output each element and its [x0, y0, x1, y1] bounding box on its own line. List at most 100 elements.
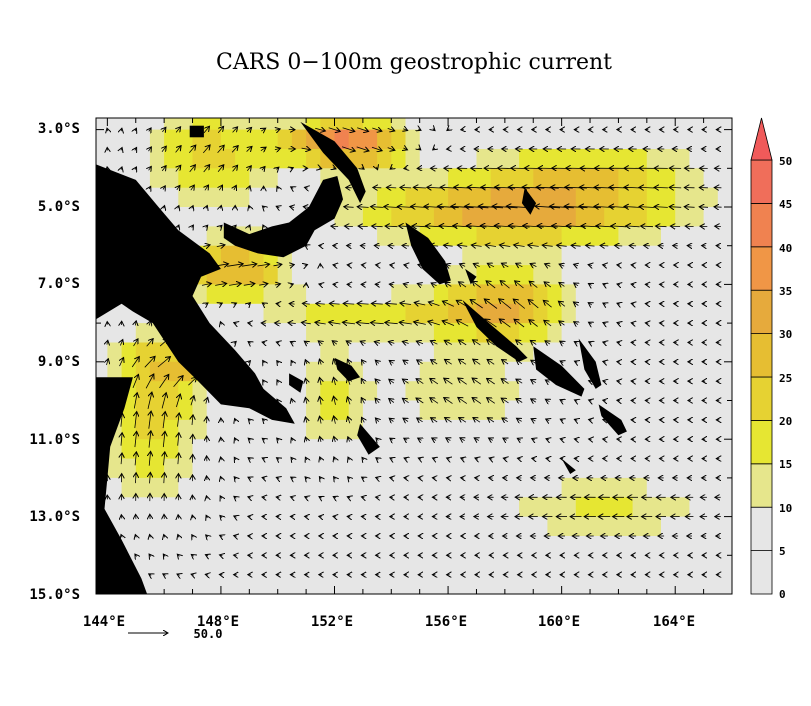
speed-cell [419, 477, 435, 498]
speed-cell [164, 516, 179, 537]
speed-cell [547, 477, 563, 498]
current-vector [301, 322, 311, 323]
current-vector [390, 167, 392, 169]
current-vector [444, 398, 453, 404]
current-vector [461, 458, 464, 459]
speed-cell [661, 187, 676, 208]
current-vector [149, 554, 151, 556]
speed-cell [675, 207, 690, 227]
current-vector [163, 186, 165, 190]
current-vector [206, 515, 207, 518]
speed-cell [604, 477, 619, 498]
current-vector [276, 206, 279, 207]
current-vector [617, 284, 620, 285]
current-vector [375, 398, 379, 403]
speed-cell [348, 118, 364, 131]
land-polygon [521, 187, 537, 215]
speed-cell [661, 458, 676, 479]
speed-cell [618, 207, 634, 227]
current-vector [178, 413, 180, 427]
speed-cell [561, 168, 577, 189]
speed-cell [362, 477, 378, 498]
speed-cell [519, 516, 534, 537]
current-vector [248, 419, 250, 421]
speed-cell [547, 226, 563, 247]
current-vector [302, 303, 310, 304]
speed-cell [618, 168, 634, 189]
speed-cell [448, 168, 463, 189]
speed-cell [533, 226, 549, 247]
speed-cell [178, 400, 194, 421]
axis-tick-marks [96, 118, 733, 595]
current-vector [276, 477, 279, 478]
current-vector [145, 374, 154, 389]
speed-cell [220, 516, 236, 537]
speed-cell [433, 129, 449, 150]
speed-cell [561, 497, 577, 518]
speed-cell [476, 458, 492, 479]
speed-cell [263, 419, 279, 440]
speed-cell [206, 477, 222, 498]
current-vector [389, 360, 393, 363]
current-vector [334, 377, 336, 386]
current-vector [177, 574, 180, 575]
current-vector [135, 412, 137, 429]
current-vector [559, 321, 565, 325]
speed-cell [433, 323, 449, 343]
speed-cell [178, 555, 194, 576]
speed-cell [547, 381, 563, 402]
speed-cell [604, 497, 619, 518]
speed-cell [178, 207, 194, 227]
current-vector [121, 515, 122, 519]
current-vector [473, 359, 481, 365]
speed-cell [348, 477, 364, 498]
lat-label-3s: 3.0°S [38, 121, 80, 137]
speed-cell [391, 226, 407, 247]
lat-label-7s: 7.0°S [38, 276, 80, 292]
speed-cell [646, 149, 662, 169]
speed-cell [590, 516, 605, 537]
current-vector [518, 458, 521, 459]
speed-cell [675, 458, 690, 479]
speed-cell [419, 419, 435, 440]
current-vector [320, 378, 322, 385]
speed-cell [448, 381, 463, 402]
speed-cell [462, 226, 478, 247]
speed-cell [476, 342, 492, 363]
speed-cell [533, 497, 549, 518]
speed-cell [249, 187, 265, 208]
speed-cell [519, 284, 534, 305]
speed-cell [263, 118, 279, 131]
speed-cell [405, 284, 421, 305]
speed-cell [632, 458, 648, 479]
current-vector [430, 378, 439, 385]
current-vector [263, 225, 264, 228]
current-vector [356, 323, 370, 324]
speed-cell [547, 265, 563, 285]
current-vector [149, 321, 151, 326]
speed-cell [717, 265, 732, 285]
speed-cell [249, 168, 265, 189]
speed-cell [646, 419, 662, 440]
speed-cell [561, 118, 577, 131]
current-vector [191, 554, 193, 556]
speed-cell [703, 149, 719, 169]
current-vector [418, 265, 422, 266]
current-vector [291, 438, 292, 441]
current-vector [442, 321, 455, 326]
speed-cell [490, 555, 506, 576]
current-vector [234, 341, 236, 343]
speed-cell [590, 187, 605, 208]
speed-cell [149, 536, 165, 556]
speed-cell [504, 303, 520, 324]
speed-cell [646, 168, 662, 189]
current-vector [574, 419, 577, 420]
speed-cell [149, 400, 165, 421]
speed-cell [504, 439, 520, 460]
speed-cell [277, 439, 293, 460]
speed-cell [646, 497, 662, 518]
speed-cell [717, 149, 732, 169]
land-polygon [300, 121, 366, 204]
speed-cell [661, 207, 676, 227]
current-vector [631, 284, 634, 285]
